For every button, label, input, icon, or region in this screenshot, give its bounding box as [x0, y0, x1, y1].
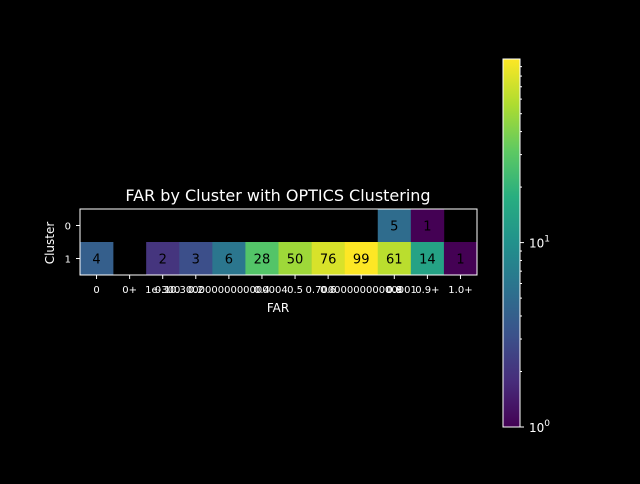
cell-value-label: 2	[159, 253, 167, 268]
x-tick-label: 0.8	[386, 285, 402, 296]
chart-title: FAR by Cluster with OPTICS Clustering	[125, 186, 430, 205]
heatmap-cells: 5 14 2 3 6 28 50 76 99 61 14 1	[80, 209, 478, 275]
heatmap-cell	[377, 209, 412, 242]
y-axis-ticks: 01	[65, 222, 80, 266]
heatmap-cell	[311, 242, 345, 275]
cell-value-label: 61	[386, 253, 403, 268]
x-tick-label: 0.5	[287, 285, 303, 296]
x-tick-label: 0.4	[254, 285, 270, 296]
heatmap-cell	[410, 242, 445, 275]
cell-value-label: 5	[390, 220, 398, 235]
cell-value-label: 28	[254, 253, 271, 268]
cell-value-label: 76	[320, 253, 337, 268]
heatmap-cell	[179, 242, 213, 275]
plot-frame	[79, 208, 478, 276]
colorbar-tick-label: 101	[529, 235, 550, 251]
y-tick-label: 1	[65, 255, 71, 266]
x-tick-label: 0.7000000000000001	[306, 285, 417, 296]
x-axis-label: FAR	[267, 301, 289, 315]
x-tick-label: 0.9+	[415, 285, 439, 296]
x-tick-label: 0.2	[188, 285, 204, 296]
cell-value-label: 14	[419, 253, 436, 268]
x-tick-label: 0.30000000000000004	[170, 285, 288, 296]
heatmap-cell	[245, 242, 279, 275]
cell-value-label: 1	[423, 220, 431, 235]
x-tick-label: 0	[93, 285, 99, 296]
heatmap-cell	[80, 242, 114, 275]
x-tick-label: 1.0+	[448, 285, 472, 296]
y-tick-label: 0	[65, 222, 71, 233]
y-axis-label: Cluster	[43, 222, 57, 265]
cell-value-label: 6	[225, 253, 233, 268]
x-tick-label: 0.6	[320, 285, 336, 296]
heatmap-cell	[344, 242, 379, 275]
heatmap-cell	[410, 209, 445, 242]
cell-value-label: 50	[287, 253, 304, 268]
cell-value-label: 4	[92, 253, 100, 268]
x-tick-label: 1e-300	[145, 285, 180, 296]
heatmap-cell	[212, 242, 246, 275]
heatmap-cell	[443, 242, 478, 275]
cell-value-label: 1	[456, 253, 464, 268]
colorbar	[502, 58, 521, 428]
cell-value-label: 99	[353, 253, 370, 268]
x-tick-label: 0.1	[155, 285, 171, 296]
heatmap-cell	[377, 242, 412, 275]
colorbar-ticks: 100 101	[520, 66, 550, 435]
x-tick-label: 0.9	[386, 285, 402, 296]
heatmap-cell	[146, 242, 180, 275]
heatmap-cell	[278, 242, 312, 275]
cell-value-label: 3	[192, 253, 200, 268]
x-tick-label: 0+	[122, 285, 137, 296]
colorbar-tick-label: 100	[529, 419, 550, 435]
